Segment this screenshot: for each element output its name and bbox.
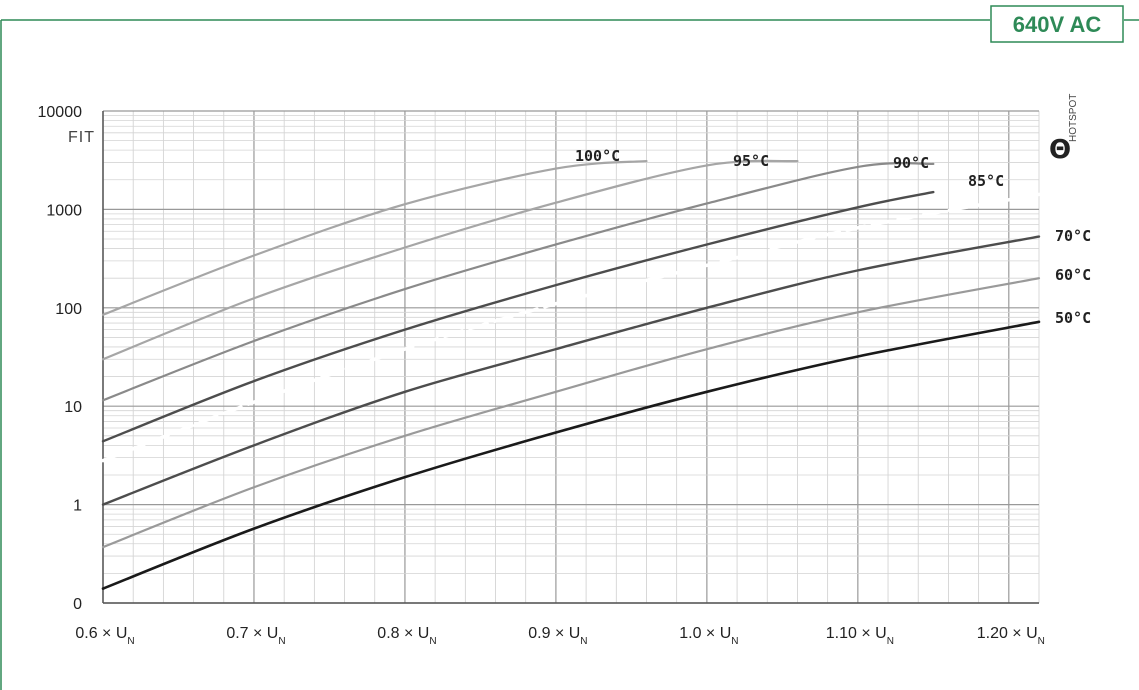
curve-label-60deg-C: 60°C	[1055, 266, 1091, 284]
series-group	[101, 159, 1041, 590]
curve-label-90deg-C: 90°C	[893, 154, 929, 172]
x-tick-main: 1.10 × U	[826, 625, 887, 642]
series-line-7	[101, 320, 1041, 590]
voltage-badge-label: 640V AC	[1013, 12, 1102, 37]
curve-label-85deg-C: 85°C	[968, 172, 1004, 190]
hotspot-subscript: HOTSPOT	[1068, 94, 1079, 142]
x-tick-main: 0.9 × U	[528, 625, 580, 642]
y-tick-label: 1000	[46, 202, 82, 219]
series-line-3	[101, 192, 1041, 463]
x-tick-subscript: N	[127, 636, 134, 647]
x-tick-main: 1.20 × U	[977, 625, 1038, 642]
x-tick-main: 0.7 × U	[226, 625, 278, 642]
x-tick-label: 0.9 × UN	[528, 625, 587, 647]
theta-symbol: Θ	[1049, 135, 1071, 165]
series-line-5	[101, 235, 1041, 506]
y-unit-label: FIT	[68, 129, 95, 146]
curve-label-70deg-C: 70°C	[1055, 227, 1091, 245]
x-tick-subscript: N	[887, 636, 894, 647]
x-tick-label: 0.8 × UN	[377, 625, 436, 647]
x-tick-subscript: N	[580, 636, 587, 647]
x-tick-main: 1.0 × U	[679, 625, 731, 642]
curve-labels: 100°C 95°C 90°C 85°C 70°C 60°C 50°C	[575, 147, 1091, 327]
x-tick-label: 1.20 × UN	[977, 625, 1045, 647]
series-line-1	[101, 159, 799, 361]
x-tick-label: 0.6 × UN	[75, 625, 134, 647]
x-tick-main: 0.6 × U	[75, 625, 127, 642]
x-tick-label: 0.7 × UN	[226, 625, 285, 647]
y-tick-label: 10	[64, 399, 82, 416]
series-line-0	[101, 159, 648, 316]
x-tick-main: 0.8 × U	[377, 625, 429, 642]
hotspot-legend-title: Θ HOTSPOT	[1049, 94, 1079, 165]
x-tick-subscript: N	[731, 636, 738, 647]
curve-label-50deg-C: 50°C	[1055, 309, 1091, 327]
x-tick-subscript: N	[278, 636, 285, 647]
grid	[102, 110, 1040, 604]
series-line-4	[101, 190, 935, 443]
x-tick-subscript: N	[1038, 636, 1045, 647]
x-tick-subscript: N	[429, 636, 436, 647]
y-tick-label: 0	[73, 596, 82, 613]
x-tick-label: 1.0 × UN	[679, 625, 738, 647]
series-line-2	[101, 162, 935, 402]
y-tick-label: 100	[55, 301, 82, 318]
x-tick-label: 1.10 × UN	[826, 625, 894, 647]
curve-label-100deg-C: 100°C	[575, 147, 620, 165]
curve-label-95deg-C: 95°C	[733, 152, 769, 170]
y-tick-label: 1	[73, 498, 82, 515]
figure-frame	[0, 19, 1139, 690]
y-tick-label: 10000	[38, 104, 83, 121]
series-line-6	[101, 277, 1041, 549]
voltage-badge	[990, 5, 1124, 43]
